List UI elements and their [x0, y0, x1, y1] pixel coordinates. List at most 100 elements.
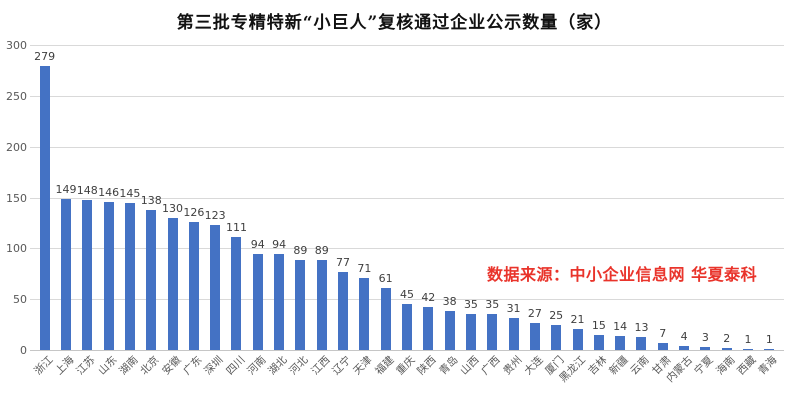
- x-axis-label: 浙江: [31, 354, 56, 378]
- bar-甘肃: [657, 343, 668, 350]
- x-axis-label: 云南: [628, 354, 652, 378]
- bar-value-label: 1: [744, 333, 752, 346]
- bar-青海: [764, 349, 775, 350]
- x-axis-label: 安徽: [159, 354, 184, 378]
- bar-value-label: 279: [34, 50, 56, 63]
- bar-value-label: 145: [119, 187, 141, 200]
- x-axis-label: 湖北: [266, 354, 290, 378]
- x-axis-label: 河北: [287, 354, 311, 378]
- x-axis-label: 河南: [244, 354, 269, 378]
- bar-西藏: [743, 349, 754, 350]
- bar-河北: [295, 260, 306, 350]
- bar-value-label: 35: [485, 298, 500, 311]
- bar-value-label: 2: [723, 332, 731, 345]
- bar-陕西: [423, 307, 434, 350]
- x-axis-label: 贵州: [500, 354, 525, 378]
- bar-江西: [316, 260, 327, 350]
- bar-天津: [359, 278, 370, 350]
- x-axis-label: 新疆: [607, 354, 631, 378]
- bar-value-label: 126: [183, 206, 205, 219]
- x-axis-label: 西藏: [735, 354, 759, 378]
- y-axis-tick-label: 250: [6, 89, 27, 103]
- chart-title: 第三批专精特新“小巨人”复核通过企业公示数量（家）: [176, 13, 613, 33]
- x-axis-label: 青海: [756, 354, 780, 378]
- bar-value-label: 14: [613, 320, 628, 333]
- bar-大连: [529, 323, 540, 350]
- bar-value-label: 1: [765, 333, 773, 346]
- bar-value-label: 89: [314, 244, 329, 257]
- y-axis-tick-label: 100: [6, 242, 27, 256]
- x-axis-label: 山东: [95, 354, 120, 378]
- x-axis-label: 广东: [181, 354, 205, 378]
- bar-安徽: [167, 218, 178, 350]
- bar-江苏: [82, 200, 93, 350]
- bar-value-label: 3: [701, 331, 709, 344]
- y-axis-tick-label: 0: [20, 344, 27, 357]
- source-note: 数据来源：中小企业信息网 华夏泰科: [487, 265, 758, 284]
- bar-贵州: [508, 318, 519, 350]
- bar-value-label: 13: [634, 321, 649, 334]
- bar-value-label: 25: [549, 309, 564, 322]
- bar-value-label: 149: [55, 183, 77, 196]
- bar-深圳: [210, 225, 221, 350]
- bar-value-label: 94: [250, 238, 265, 251]
- x-axis-label: 辽宁: [330, 354, 354, 378]
- bar-福建: [380, 288, 391, 350]
- x-axis-label: 北京: [138, 354, 162, 378]
- x-axis-label: 湖南: [117, 354, 141, 378]
- x-axis-label: 陕西: [415, 354, 439, 378]
- y-axis-tick-label: 300: [6, 39, 27, 52]
- x-axis-label: 山西: [458, 354, 482, 378]
- bar-value-label: 71: [357, 262, 372, 275]
- bar-value-label: 138: [140, 194, 162, 207]
- bar-value-label: 15: [591, 319, 606, 332]
- bar-value-label: 7: [659, 327, 667, 340]
- bar-山东: [103, 202, 114, 350]
- plot-area: 279 149 148 146 145 138 130 126 123 111 94 94 89 89 77…: [34, 45, 780, 350]
- bar-value-label: 61: [378, 272, 393, 285]
- x-axis-label: 天津: [351, 354, 375, 378]
- bar-内蒙古: [679, 346, 690, 350]
- bar-value-label: 77: [336, 256, 351, 269]
- x-axis-label: 四川: [223, 354, 247, 378]
- bar-辽宁: [338, 272, 349, 350]
- bar-value-label: 146: [98, 186, 120, 199]
- gridline: [30, 299, 784, 301]
- x-axis-label: 大连: [522, 354, 546, 378]
- bar-新疆: [615, 336, 626, 350]
- x-axis-label: 上海: [53, 354, 77, 378]
- bar-value-label: 31: [506, 302, 521, 315]
- bar-value-label: 35: [463, 298, 478, 311]
- bar-value-label: 89: [293, 244, 308, 257]
- bar-value-label: 94: [272, 238, 287, 251]
- bar-宁夏: [700, 347, 711, 350]
- bar-value-label: 130: [162, 202, 184, 215]
- x-axis-label: 吉林: [585, 354, 610, 378]
- bar-黑龙江: [572, 329, 583, 350]
- x-axis-label: 宁夏: [692, 354, 716, 378]
- bar-云南: [636, 337, 647, 350]
- bar-北京: [146, 210, 157, 350]
- gridline: [30, 95, 784, 97]
- bar-广东: [188, 222, 199, 350]
- bar-上海: [60, 199, 71, 350]
- bar-厦门: [551, 325, 562, 350]
- x-axis-label: 深圳: [202, 354, 226, 378]
- bar-value-label: 111: [225, 221, 247, 234]
- gridline: [30, 197, 784, 199]
- x-axis-label: 青岛: [436, 354, 461, 378]
- bar-山西: [465, 314, 476, 350]
- bar-value-label: 4: [680, 330, 688, 343]
- bar-青岛: [444, 311, 455, 350]
- x-axis-label: 重庆: [394, 354, 418, 378]
- bar-河南: [252, 254, 263, 350]
- x-axis-label: 海南: [713, 354, 738, 378]
- bar-value-label: 27: [527, 307, 542, 320]
- bar-重庆: [402, 304, 412, 350]
- bar-value-label: 42: [421, 291, 436, 304]
- bar-value-label: 38: [442, 295, 457, 308]
- bar-广西: [487, 314, 498, 350]
- x-axis-label: 福建: [372, 354, 397, 378]
- gridline: [30, 146, 784, 148]
